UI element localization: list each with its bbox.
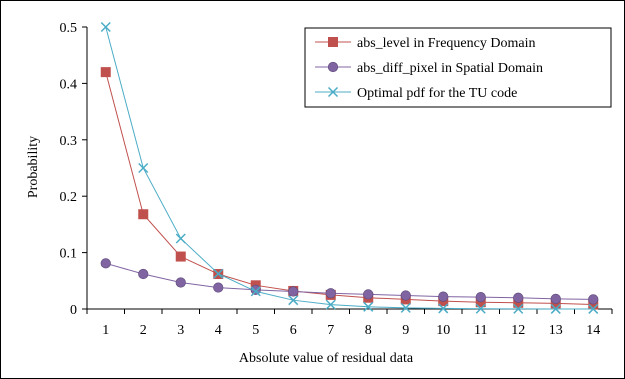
- x-tick-label: 13: [549, 323, 563, 338]
- data-point-x: [288, 295, 299, 306]
- data-point-x: [588, 303, 599, 314]
- data-point-square: [138, 209, 149, 220]
- legend: abs_level in Frequency Domain abs_diff_pi…: [304, 27, 612, 108]
- series-3: [100, 21, 599, 314]
- y-tick-label: 0.2: [60, 190, 78, 205]
- data-point-circle: [138, 268, 149, 280]
- series-marks: [100, 21, 599, 314]
- data-point-square: [328, 37, 338, 47]
- data-point-circle: [327, 61, 339, 73]
- x-tick-label: 2: [140, 323, 147, 338]
- x-tick-label: 1: [102, 323, 109, 338]
- legend-label: Optimal pdf for the TU code: [357, 86, 517, 101]
- data-point-x: [175, 233, 186, 244]
- data-point-x: [438, 303, 449, 314]
- data-point-circle: [588, 294, 599, 305]
- data-point-circle: [288, 286, 299, 297]
- x-tick-label: 11: [474, 323, 487, 338]
- data-point-circle: [325, 288, 336, 299]
- y-tick-label: 0.1: [60, 247, 78, 262]
- data-point-circle: [100, 258, 111, 269]
- data-point-circle: [513, 292, 524, 303]
- data-point-circle: [400, 290, 411, 301]
- data-point-square: [100, 67, 111, 78]
- series-line: [105, 262, 594, 300]
- x-tick-label: 10: [436, 323, 450, 338]
- y-tick-label: 0.5: [60, 21, 78, 36]
- data-point-x: [213, 268, 224, 279]
- data-point-circle: [550, 293, 561, 304]
- x-tick-label: 14: [586, 323, 600, 338]
- data-point-x: [100, 21, 111, 33]
- legend-box: [304, 27, 612, 108]
- data-point-x: [325, 299, 336, 310]
- series-2: [100, 258, 599, 305]
- legend-label: abs_diff_pixel in Spatial Domain: [357, 61, 543, 76]
- data-point-circle: [175, 277, 186, 288]
- series-line: [105, 26, 594, 310]
- data-point-x: [363, 301, 374, 312]
- data-point-circle: [475, 292, 486, 303]
- data-point-x: [327, 86, 339, 98]
- x-tick-label: 9: [402, 323, 409, 338]
- x-axis-title: Absolute value of residual data: [239, 351, 414, 366]
- y-tick-label: 0.3: [60, 134, 78, 149]
- legend-label: abs_level in Frequency Domain: [357, 36, 535, 51]
- axes: 00.10.20.30.40.51 2 3 4 5 6 7 8 9 10 11 12 13 14: [60, 21, 613, 338]
- x-tick-label: 5: [252, 323, 259, 338]
- y-tick-label: 0: [70, 303, 77, 318]
- data-point-x: [475, 303, 486, 314]
- data-point-square: [175, 251, 186, 262]
- data-point-x: [400, 302, 411, 313]
- data-point-x: [550, 303, 561, 314]
- series-line: [105, 71, 594, 305]
- x-tick-label: 8: [365, 323, 372, 338]
- data-point-x: [513, 303, 524, 314]
- data-point-circle: [363, 289, 374, 300]
- legend-item: abs_level in Frequency Domain: [315, 36, 535, 51]
- x-tick-label: 4: [215, 323, 222, 338]
- data-point-x: [250, 286, 261, 297]
- data-point-circle: [438, 291, 449, 302]
- y-axis-title: Probability: [26, 136, 41, 198]
- x-tick-label: 7: [327, 323, 334, 338]
- data-point-circle: [213, 282, 224, 293]
- y-tick-label: 0.4: [60, 77, 78, 92]
- x-tick-label: 3: [177, 323, 184, 338]
- legend-item: abs_diff_pixel in Spatial Domain: [315, 61, 543, 76]
- x-tick-label: 12: [511, 323, 525, 338]
- legend-item: Optimal pdf for the TU code: [315, 86, 517, 101]
- x-tick-label: 6: [290, 323, 297, 338]
- data-point-x: [138, 162, 149, 174]
